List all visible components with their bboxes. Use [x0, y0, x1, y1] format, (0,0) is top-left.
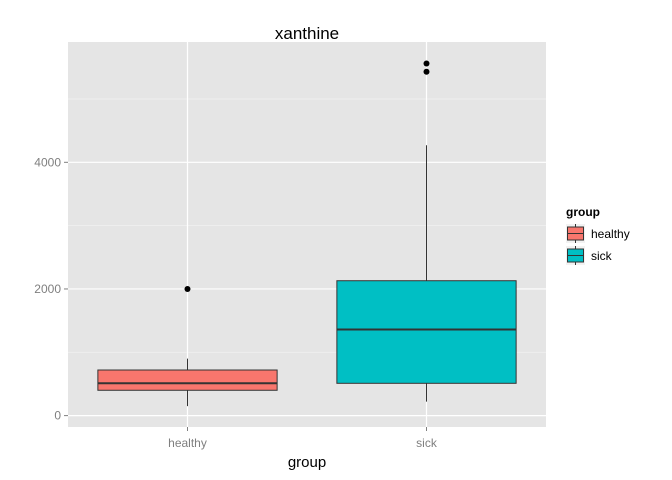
outlier-point: [423, 60, 430, 67]
x-tick-label: healthy: [168, 436, 207, 450]
y-tick-label: 0: [54, 409, 61, 423]
legend-item-healthy: healthy: [566, 224, 630, 243]
y-tick-label: 4000: [34, 155, 61, 169]
chart-title: xanthine: [275, 24, 339, 43]
x-axis-title: group: [288, 454, 326, 471]
legend-label-healthy: healthy: [591, 227, 630, 241]
box-sick: [336, 60, 517, 402]
outlier-point: [423, 68, 430, 75]
legend: group healthy sick: [566, 205, 630, 265]
box-healthy: [97, 285, 278, 407]
legend-item-sick: sick: [566, 246, 613, 265]
iqr-box: [336, 280, 517, 384]
y-axis: 0 2000 4000: [34, 155, 68, 423]
x-tick-label: sick: [416, 436, 438, 450]
iqr-box: [97, 369, 278, 391]
outlier-point: [184, 285, 191, 292]
y-tick-label: 2000: [34, 282, 61, 296]
legend-label-sick: sick: [591, 249, 613, 263]
legend-title: group: [566, 205, 600, 219]
x-axis: healthy sick: [168, 427, 438, 450]
box-plot-series: [97, 60, 517, 407]
